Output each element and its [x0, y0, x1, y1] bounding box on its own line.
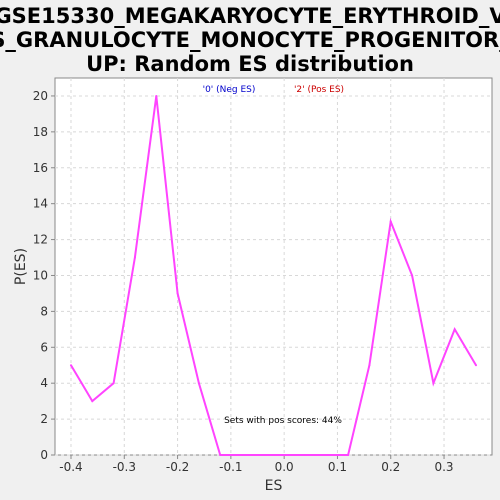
y-tick-label: 6 [40, 340, 48, 354]
x-tick-label: 0.2 [381, 460, 400, 474]
legend-entry: '0' (Neg ES) [203, 85, 256, 95]
chart-title-line: UP: Random ES distribution [86, 52, 414, 76]
data-point [91, 400, 93, 402]
data-point [304, 454, 306, 456]
plot-area [55, 78, 492, 455]
chart-title-line: S_GRANULOCYTE_MONOCYTE_PROGENITOR_ [0, 28, 500, 52]
y-tick-label: 20 [33, 89, 48, 103]
y-axis: 0 2 4 6 8 10 12 14 16 18 20 [33, 89, 55, 462]
data-point [241, 454, 243, 456]
data-point [411, 274, 413, 276]
data-point [219, 454, 221, 456]
data-point [390, 221, 392, 223]
x-tick-label: 0.1 [328, 460, 347, 474]
data-point [155, 95, 157, 97]
y-tick-label: 14 [33, 197, 48, 211]
data-point [326, 454, 328, 456]
data-point [134, 257, 136, 259]
chart-title: GSE15330_MEGAKARYOCYTE_ERYTHROID_VS_GRAN… [0, 4, 500, 76]
x-axis: -0.4 -0.3 -0.2 -0.1 0.0 0.1 0.2 0.3 [59, 455, 453, 474]
data-point [177, 292, 179, 294]
data-point [70, 364, 72, 366]
data-point [113, 382, 115, 384]
data-point [198, 382, 200, 384]
x-tick-label: -0.2 [166, 460, 189, 474]
y-tick-label: 8 [40, 304, 48, 318]
y-axis-label: P(ES) [13, 248, 29, 285]
chart-title-line: GSE15330_MEGAKARYOCYTE_ERYTHROID_V [0, 4, 500, 28]
data-point [347, 454, 349, 456]
y-tick-label: 10 [33, 268, 48, 282]
y-tick-label: 16 [33, 161, 48, 175]
x-tick-label: 0.0 [275, 460, 294, 474]
y-tick-label: 2 [40, 412, 48, 426]
y-tick-label: 18 [33, 125, 48, 139]
data-point [368, 364, 370, 366]
x-tick-label: 0.3 [434, 460, 453, 474]
y-tick-label: 0 [40, 448, 48, 462]
legend-entry: '2' (Pos ES) [294, 85, 344, 95]
x-axis-label: ES [265, 478, 283, 494]
x-tick-label: -0.1 [219, 460, 242, 474]
data-point [475, 364, 477, 366]
data-point [262, 454, 264, 456]
x-tick-label: -0.4 [59, 460, 82, 474]
data-point [283, 454, 285, 456]
y-tick-label: 4 [40, 376, 48, 390]
pos-scores-annotation: Sets with pos scores: 44% [224, 416, 342, 426]
x-tick-label: -0.3 [113, 460, 136, 474]
data-point [454, 328, 456, 330]
y-tick-label: 12 [33, 233, 48, 247]
data-point [432, 382, 434, 384]
